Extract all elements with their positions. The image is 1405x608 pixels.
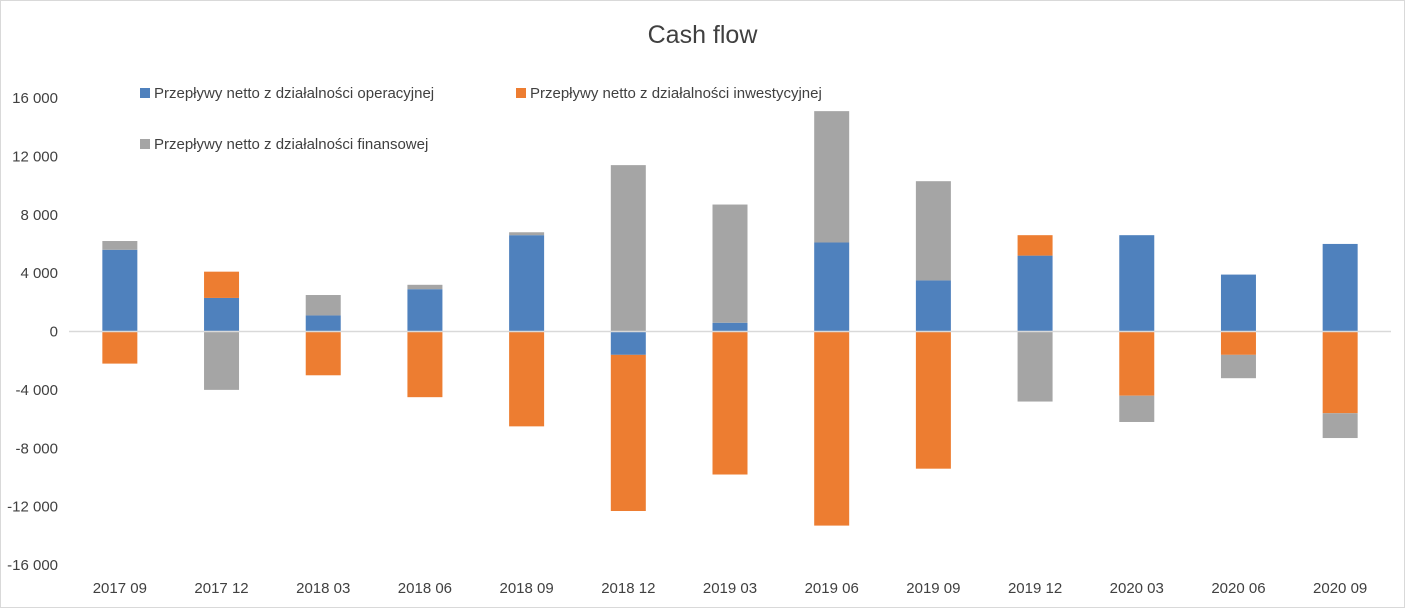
bar-segment [102, 331, 138, 364]
y-tick-label: -4 000 [15, 382, 58, 399]
bar-segment [814, 111, 850, 243]
bar-segment [1017, 235, 1053, 256]
x-tick-label: 2018 03 [296, 580, 350, 597]
legend-swatch [516, 88, 526, 98]
x-tick-label: 2020 09 [1313, 580, 1367, 597]
bar-segment [610, 354, 646, 512]
x-tick-label: 2018 09 [499, 580, 553, 597]
bar-segment [915, 331, 951, 469]
x-tick-label: 2019 09 [906, 580, 960, 597]
bar-segment [915, 280, 951, 332]
bar-segment [610, 331, 646, 355]
legend-label: Przepływy netto z działalności operacyjn… [154, 85, 434, 102]
bar-segment [204, 331, 240, 390]
legend-swatch [140, 139, 150, 149]
bar-segment [102, 249, 138, 332]
y-tick-label: 12 000 [12, 148, 58, 165]
chart-title: Cash flow [647, 21, 758, 49]
bar-segment [1322, 331, 1358, 414]
bar-segment [509, 232, 545, 236]
bar-segment [407, 331, 443, 398]
bar-segment [1017, 255, 1053, 332]
bar-segment [509, 331, 545, 427]
bar-segment [1220, 354, 1256, 379]
x-tick-label: 2017 12 [194, 580, 248, 597]
bar-segment [1220, 274, 1256, 332]
bar-segment [407, 289, 443, 332]
bar-segment [610, 165, 646, 332]
bar-segment [712, 322, 748, 332]
legend-label: Przepływy netto z działalności inwestycy… [530, 85, 822, 102]
bar-segment [102, 241, 138, 250]
bars-layer [102, 111, 1358, 526]
x-tick-label: 2020 06 [1211, 580, 1265, 597]
bar-segment [814, 242, 850, 332]
y-tick-label: 16 000 [12, 90, 58, 107]
legend: Przepływy netto z działalności operacyjn… [140, 85, 822, 153]
y-tick-label: -12 000 [7, 499, 58, 516]
x-tick-label: 2018 06 [398, 580, 452, 597]
y-tick-label: -16 000 [7, 557, 58, 574]
bar-segment [1322, 413, 1358, 439]
x-tick-label: 2019 06 [805, 580, 859, 597]
bar-segment [305, 295, 341, 316]
bar-segment [1119, 395, 1155, 422]
bar-segment [1220, 331, 1256, 355]
x-tick-label: 2019 12 [1008, 580, 1062, 597]
bar-segment [1322, 243, 1358, 332]
bar-segment [1119, 331, 1155, 396]
bar-segment [204, 271, 240, 298]
axis-layer: 16 000 12 000 8 000 4 000 0 -4 000 -8 000 -12 0… [7, 90, 1391, 597]
y-tick-label: 4 000 [20, 265, 58, 282]
bar-segment [712, 204, 748, 323]
x-tick-label: 2017 09 [93, 580, 147, 597]
x-tick-label: 2020 03 [1110, 580, 1164, 597]
y-tick-label: 0 [50, 324, 58, 341]
x-tick-label: 2018 12 [601, 580, 655, 597]
bar-segment [509, 235, 545, 332]
x-tick-label: 2019 03 [703, 580, 757, 597]
bar-segment [204, 297, 240, 332]
bar-segment [915, 181, 951, 281]
bar-segment [305, 315, 341, 332]
bar-segment [712, 331, 748, 475]
legend-swatch [140, 88, 150, 98]
y-tick-label: -8 000 [15, 440, 58, 457]
bar-segment [1119, 235, 1155, 332]
y-tick-label: 8 000 [20, 207, 58, 224]
bar-segment [407, 284, 443, 290]
bar-segment [1017, 331, 1053, 402]
legend-label: Przepływy netto z działalności finansowe… [154, 136, 428, 153]
bar-segment [305, 331, 341, 376]
bar-segment [814, 331, 850, 526]
